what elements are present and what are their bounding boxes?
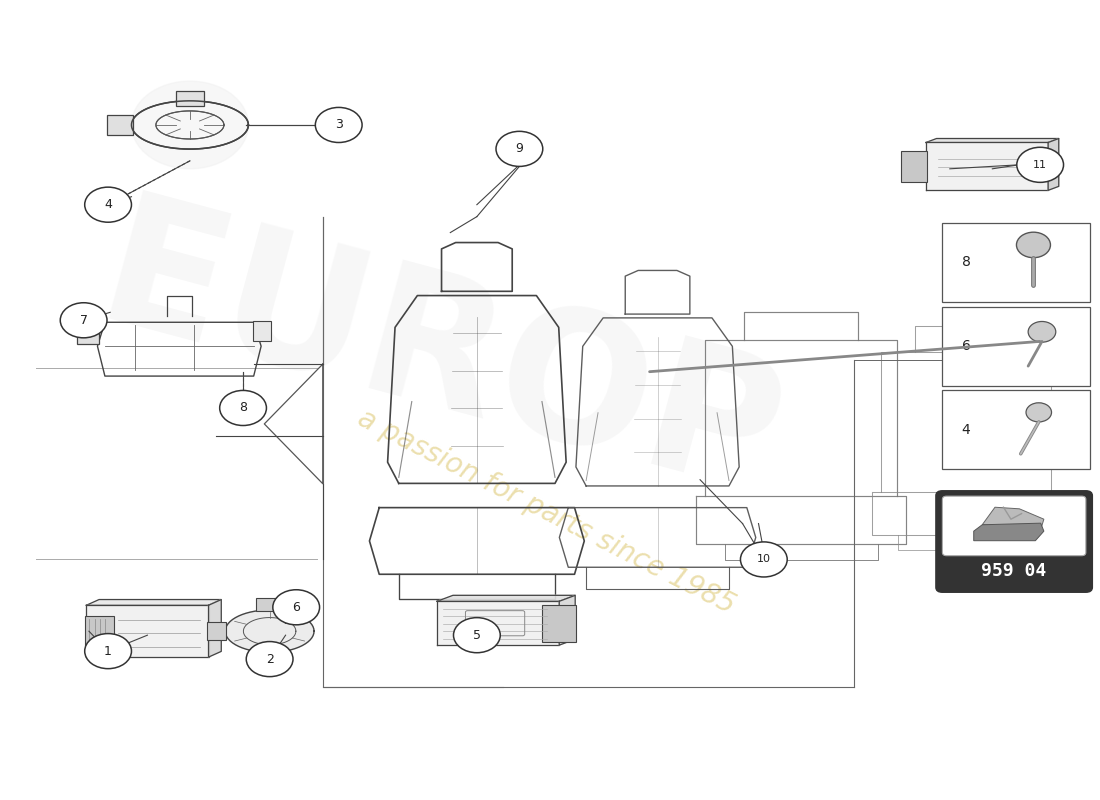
Circle shape xyxy=(220,390,266,426)
Polygon shape xyxy=(437,602,559,645)
Text: 4: 4 xyxy=(104,198,112,211)
Text: EUROP: EUROP xyxy=(81,186,799,535)
FancyBboxPatch shape xyxy=(902,151,927,182)
Text: 8: 8 xyxy=(239,402,248,414)
Circle shape xyxy=(316,107,362,142)
Polygon shape xyxy=(86,599,221,606)
Circle shape xyxy=(85,634,132,669)
Text: a passion for parts since 1985: a passion for parts since 1985 xyxy=(353,404,739,619)
Text: 3: 3 xyxy=(334,118,342,131)
Text: 11: 11 xyxy=(1033,160,1047,170)
FancyBboxPatch shape xyxy=(943,306,1090,386)
FancyBboxPatch shape xyxy=(943,496,1086,556)
Circle shape xyxy=(246,642,293,677)
FancyBboxPatch shape xyxy=(107,114,132,135)
Circle shape xyxy=(1016,232,1050,258)
Polygon shape xyxy=(1048,138,1059,190)
Text: 4: 4 xyxy=(961,423,970,437)
Circle shape xyxy=(85,187,132,222)
Text: 10: 10 xyxy=(757,554,771,565)
FancyBboxPatch shape xyxy=(176,91,204,106)
Polygon shape xyxy=(559,595,575,645)
Text: 5: 5 xyxy=(473,629,481,642)
FancyBboxPatch shape xyxy=(936,491,1092,592)
Circle shape xyxy=(1026,402,1052,422)
Circle shape xyxy=(453,618,500,653)
Circle shape xyxy=(60,302,107,338)
Circle shape xyxy=(496,131,542,166)
Polygon shape xyxy=(974,523,1044,541)
Circle shape xyxy=(740,542,788,577)
FancyBboxPatch shape xyxy=(542,605,576,642)
FancyBboxPatch shape xyxy=(207,622,227,640)
Text: 1: 1 xyxy=(104,645,112,658)
Polygon shape xyxy=(926,138,1059,142)
Polygon shape xyxy=(437,595,575,602)
Text: 7: 7 xyxy=(79,314,88,326)
FancyBboxPatch shape xyxy=(77,325,99,344)
FancyBboxPatch shape xyxy=(253,322,271,341)
Text: 959 04: 959 04 xyxy=(981,562,1047,580)
FancyBboxPatch shape xyxy=(256,598,282,610)
FancyBboxPatch shape xyxy=(85,616,114,646)
Text: 6: 6 xyxy=(293,601,300,614)
Text: 6: 6 xyxy=(961,339,970,353)
Text: 9: 9 xyxy=(516,142,524,155)
Text: 2: 2 xyxy=(266,653,274,666)
Polygon shape xyxy=(926,142,1048,190)
Text: 8: 8 xyxy=(961,255,970,270)
Polygon shape xyxy=(209,599,221,657)
FancyBboxPatch shape xyxy=(943,390,1090,470)
Circle shape xyxy=(132,81,249,169)
Polygon shape xyxy=(86,606,209,657)
Polygon shape xyxy=(982,507,1044,530)
Circle shape xyxy=(1028,322,1056,342)
Circle shape xyxy=(273,590,320,625)
Circle shape xyxy=(1016,147,1064,182)
Polygon shape xyxy=(226,610,315,652)
FancyBboxPatch shape xyxy=(943,223,1090,302)
